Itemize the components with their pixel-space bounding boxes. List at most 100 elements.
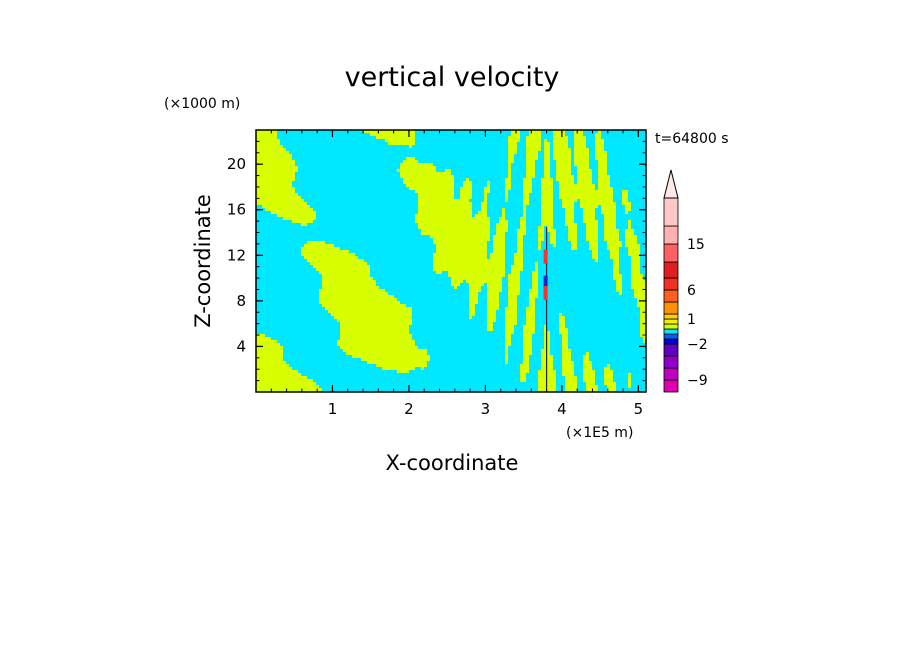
colorbar-tick-label: −2 [687,337,708,353]
field-cell [610,178,646,181]
field-cell [523,193,529,196]
field-cell [256,307,325,310]
field-cell [610,253,619,256]
field-cell [607,166,646,169]
field-cell [514,328,523,331]
field-cell [256,256,304,259]
field-cell [256,289,319,292]
field-cell [604,145,646,148]
field-cell [640,271,646,274]
field-cell [598,253,610,256]
field-cell [505,274,508,277]
field-cell [529,292,538,295]
field-cell [508,304,517,307]
field-cell [496,229,508,232]
field-cell [256,262,310,265]
field-cell [388,142,415,145]
field-cell [520,274,532,277]
field-cell [586,229,598,232]
field-cell [508,295,517,298]
field-cell [523,241,538,244]
field-cell [547,229,556,232]
field-cell [472,316,487,319]
field-cell [628,382,631,385]
field-cell [550,145,553,148]
colorbar-segment [663,243,679,263]
field-cell [403,178,454,181]
field-cell [256,241,307,244]
field-cell [604,373,613,376]
field-cell [511,187,523,190]
field-cell [622,196,628,199]
field-cell [556,235,568,238]
field-cell [559,196,613,199]
field-cell [616,211,625,214]
field-cell [532,352,541,355]
field-cell [502,286,508,289]
field-cell [487,319,496,322]
field-cell [571,148,574,151]
field-cell [523,184,532,187]
field-cell [529,301,535,304]
field-cell [307,241,325,244]
field-cell [256,334,265,337]
field-cell [631,256,640,259]
field-cell [256,358,283,361]
field-cell [592,364,607,367]
field-cell [631,274,643,277]
field-cell [568,145,574,148]
field-cell [601,205,616,208]
field-cell [493,247,505,250]
field-cell [433,265,505,268]
field-cell [556,175,574,178]
field-cell [556,376,565,379]
field-cell [553,214,565,217]
colorbar-segment [663,301,679,315]
field-cell [256,322,340,325]
field-cell [553,367,562,370]
field-cell [565,130,574,133]
field-cell [256,145,283,148]
field-cell [523,337,532,340]
field-cell [604,376,613,379]
field-cell [529,304,535,307]
field-cell [487,286,502,289]
field-cell [322,280,376,283]
field-cell [487,193,505,196]
field-cell [550,340,562,343]
field-cell [517,145,526,148]
field-cell [616,385,628,388]
field-cell [550,349,562,352]
field-cell [550,337,562,340]
field-cell [478,292,487,295]
field-cell [358,256,433,259]
field-cell [493,244,505,247]
field-cell [433,262,505,265]
field-cell [517,151,526,154]
field-cell [256,154,292,157]
field-cell [556,373,562,376]
y-tick-label: 4 [236,337,246,355]
field-cell [601,136,646,139]
field-cell [565,217,574,220]
field-cell [256,271,319,274]
field-cell [514,157,526,160]
field-cell [640,313,646,316]
field-cell [565,376,577,379]
field-cell [277,130,364,133]
field-cell [598,385,607,388]
field-cell [574,160,589,163]
field-cell [634,232,646,235]
field-cell [619,238,625,241]
field-cell [283,145,409,148]
field-cell [505,190,508,193]
field-cell [514,160,526,163]
field-cell [292,154,508,157]
field-cell [256,190,295,193]
field-cell [508,166,511,169]
field-cell [556,169,571,172]
field-cell [523,358,529,361]
field-cell [550,238,556,241]
field-cell [493,328,505,331]
field-cell [469,313,475,316]
